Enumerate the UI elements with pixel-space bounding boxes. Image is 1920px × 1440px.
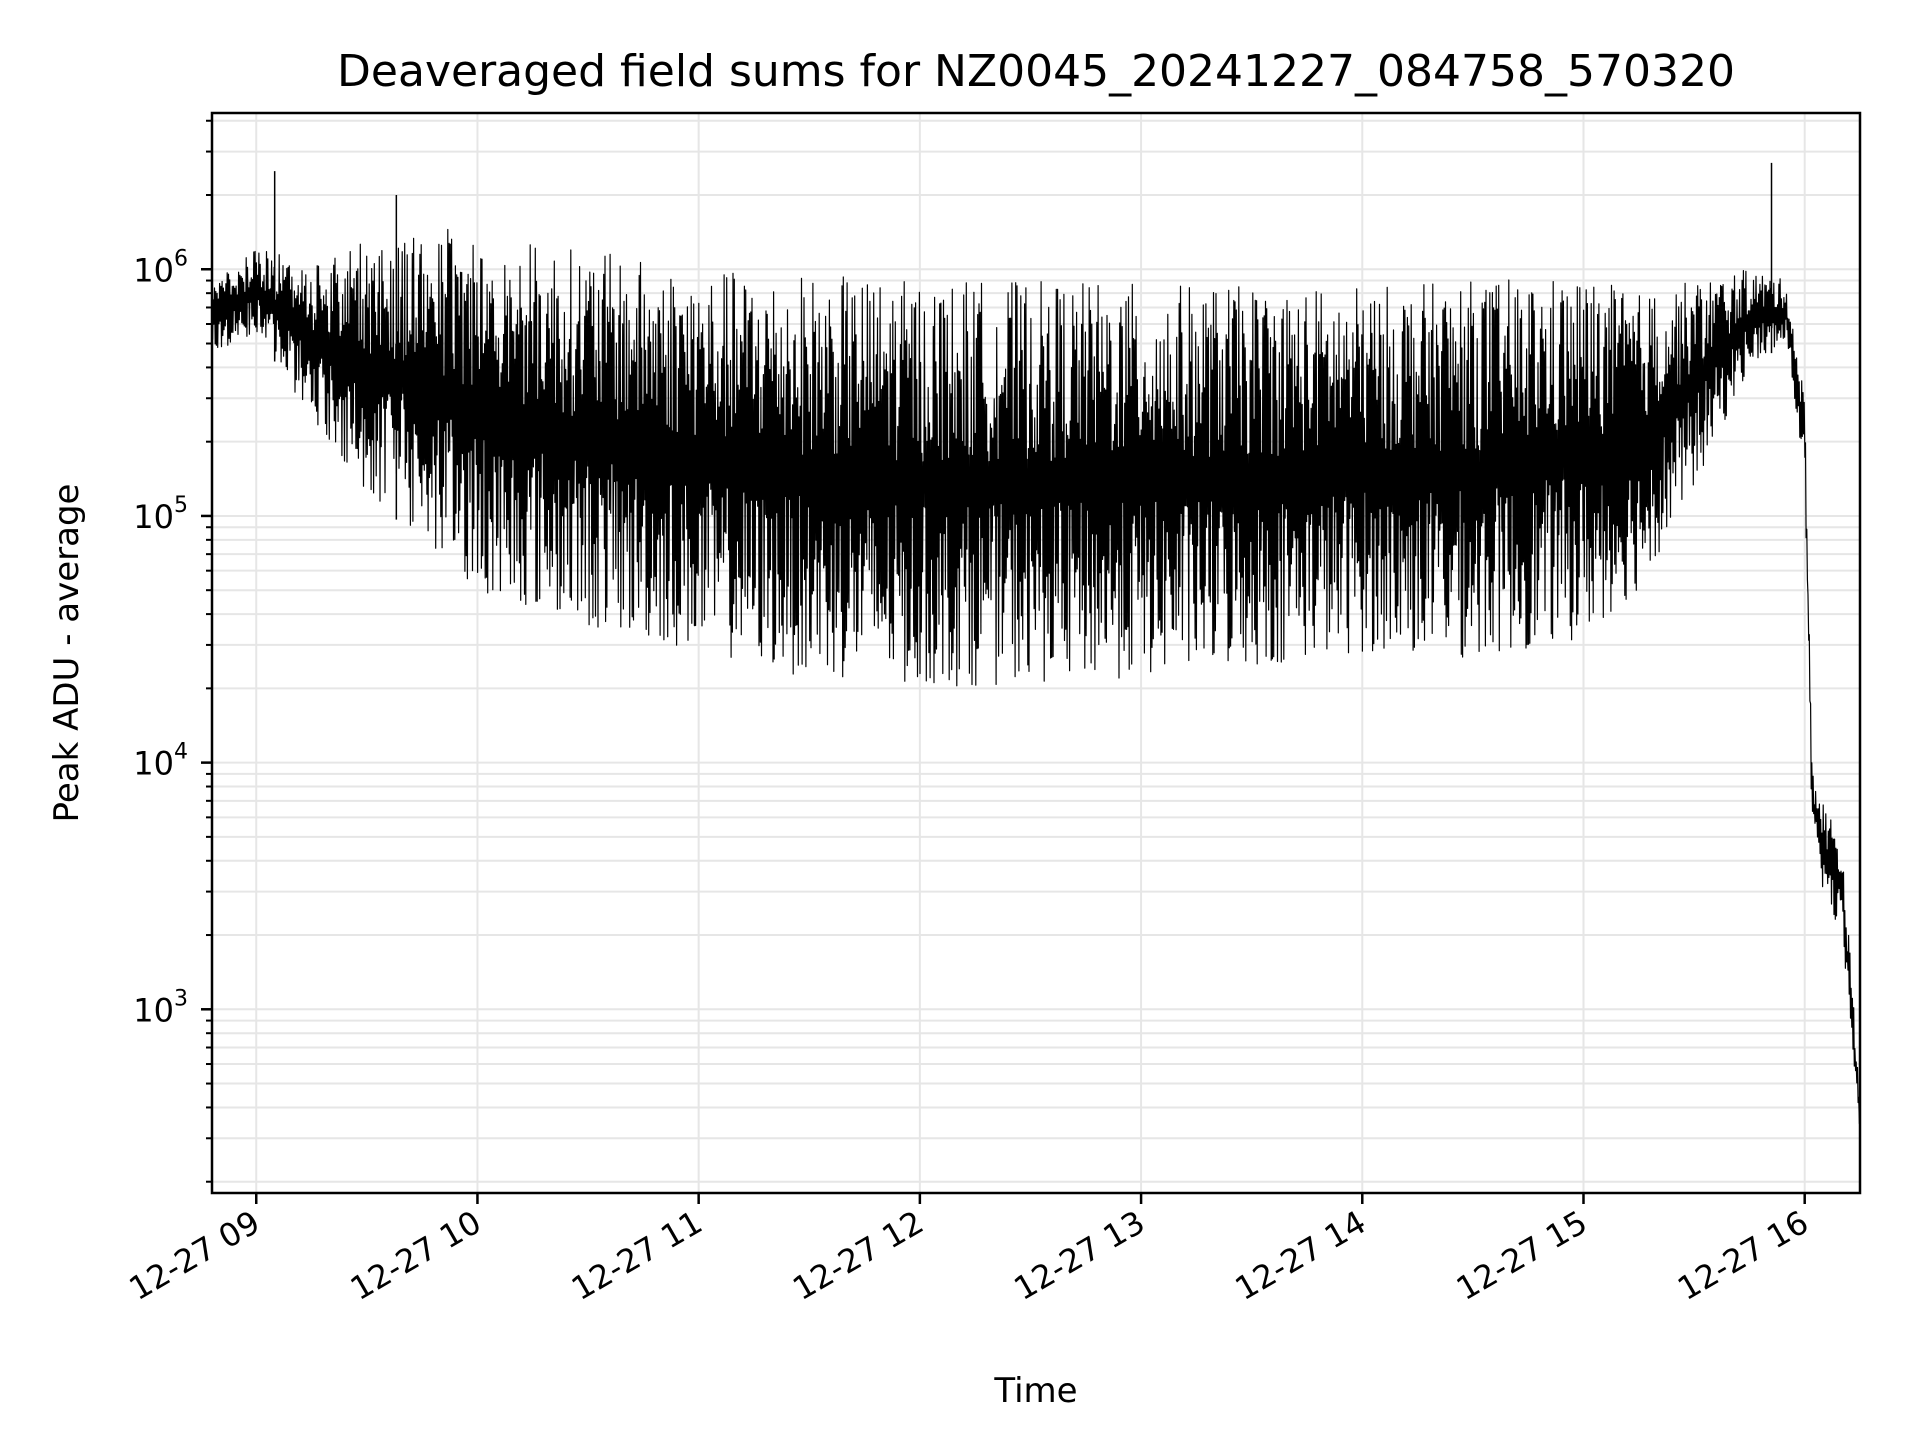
x-tick-label: 12-27 15 bbox=[1450, 1203, 1594, 1308]
x-tick-label: 12-27 13 bbox=[1007, 1203, 1151, 1308]
plot-area bbox=[211, 162, 1861, 1125]
x-tick-label: 12-27 16 bbox=[1671, 1203, 1815, 1308]
x-tick-label: 12-27 14 bbox=[1229, 1203, 1373, 1308]
y-tick-label: 105 bbox=[133, 493, 188, 536]
grid bbox=[212, 113, 1860, 1193]
x-axis: 12-27 09 12-27 10 12-27 11 12-27 12 12-27 13… bbox=[123, 1193, 1815, 1308]
plot-frame bbox=[210, 111, 1862, 1195]
y-tick-label: 106 bbox=[133, 246, 188, 289]
x-tick-label: 12-27 10 bbox=[344, 1203, 488, 1308]
x-axis-label: Time bbox=[993, 1371, 1077, 1411]
x-tick-label: 12-27 12 bbox=[786, 1203, 930, 1308]
x-tick-label: 12-27 09 bbox=[123, 1203, 267, 1308]
series-line bbox=[211, 228, 1861, 1125]
y-axis: 103 104 105 106 bbox=[133, 119, 212, 1183]
y-tick-label: 103 bbox=[133, 986, 188, 1029]
y-tick-label: 104 bbox=[133, 740, 188, 783]
y-axis-label: Peak ADU - average bbox=[47, 484, 87, 823]
x-tick-label: 12-27 11 bbox=[565, 1203, 709, 1308]
chart-title: Deaveraged field sums for NZ0045_2024122… bbox=[337, 46, 1735, 97]
